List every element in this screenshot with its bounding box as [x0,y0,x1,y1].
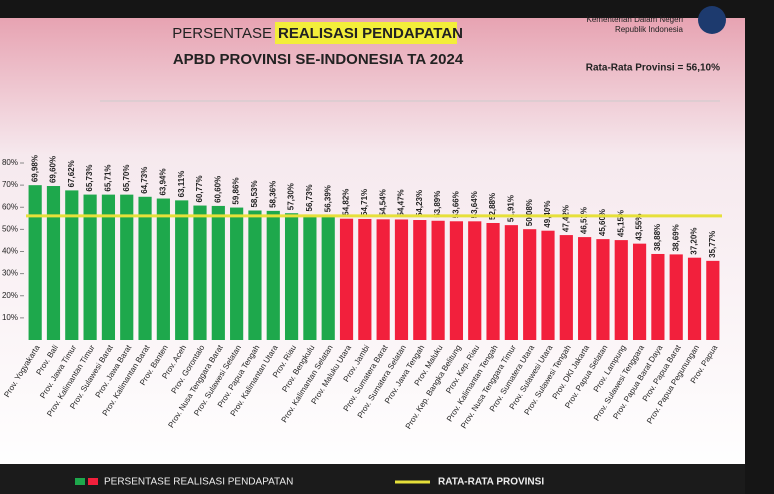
bar [449,221,464,340]
bar [486,223,500,340]
value-label: 67,62% [67,160,76,187]
value-label: 50,08% [525,199,534,226]
value-label: 56,39% [323,185,332,212]
title-highlight-box [275,22,457,44]
value-label: 57,30% [287,183,296,210]
bar [596,239,610,340]
y-tick-label: 30% [2,269,18,278]
bar [28,185,42,340]
chart-title-highlight: REALISASI PENDAPATAN [278,25,463,42]
chart-subtitle: APBD PROVINSI SE-INDONESIA TA 2024 [173,51,464,68]
y-tick-label: 60% [2,202,18,211]
bar [101,194,116,340]
bar [504,225,518,340]
value-label: 38,88% [653,224,662,251]
value-label: 51,91% [506,195,515,222]
bar [230,207,244,340]
value-label: 35,77% [708,231,717,258]
logo [698,6,726,34]
value-label: 46,51% [580,207,589,234]
value-label: 60,77% [195,175,204,202]
bar [632,243,647,340]
bar [266,210,280,340]
bar [394,219,409,340]
legend-band [0,464,745,494]
value-label: 63,11% [177,171,186,198]
value-label: 53,66% [452,191,461,218]
bar [358,218,372,340]
y-tick-label: 10% [2,313,18,322]
value-label: 65,70% [122,164,131,191]
bar [413,220,427,340]
value-label: 43,55% [635,214,644,241]
chart-title: PERSENTASE [172,25,272,42]
value-label: 45,60% [598,209,607,236]
value-label: 65,73% [85,164,94,191]
value-label: 69,60% [49,156,58,183]
bar [211,205,225,340]
bar [431,220,445,340]
bar [120,194,134,340]
legend-swatch [75,478,85,485]
value-label: 53,64% [470,191,479,218]
value-label: 37,20% [690,228,699,255]
bar [65,190,79,340]
value-label: 56,73% [305,184,314,211]
bar [523,229,537,340]
y-tick-label: 20% [2,291,18,300]
legend-label: PERSENTASE REALISASI PENDAPATAN [104,477,293,488]
bar [578,237,592,340]
bar [559,235,573,340]
bar [468,221,482,340]
value-label: 38,69% [671,224,680,251]
value-label: 60,60% [213,176,222,203]
value-label: 54,54% [378,189,387,216]
bar [46,186,61,340]
y-tick-label: 80% [2,158,18,167]
agency-name: Republik Indonesia [615,25,684,34]
value-label: 45,15% [616,210,625,237]
bar [339,218,354,340]
value-label: 54,47% [397,189,406,216]
value-label: 58,36% [268,181,277,208]
value-label: 69,98% [30,155,39,182]
value-label: 47,42% [561,205,570,232]
legend-label: RATA-RATA PROVINSI [438,477,544,488]
value-label: 54,82% [342,189,351,216]
value-label: 58,53% [250,180,259,207]
bar [175,200,189,340]
bar [706,260,720,340]
bar [303,214,317,340]
bar [156,198,170,340]
bar [687,257,702,340]
value-label: 53,89% [433,191,442,218]
bar [248,210,262,340]
value-label: 65,71% [104,164,113,191]
y-tick-label: 50% [2,224,18,233]
bar [669,254,683,340]
bar [321,215,335,340]
bar [614,240,628,340]
average-label: Rata-Rata Provinsi = 56,10% [586,63,720,74]
value-label: 54,23% [415,190,424,217]
bar [83,194,97,340]
bar [193,205,207,340]
value-label: 63,94% [158,168,167,195]
bar [138,196,152,340]
y-tick-label: 70% [2,180,18,189]
y-tick-label: 40% [2,247,18,256]
bar [541,230,555,340]
legend-swatch [88,478,98,485]
value-label: 64,73% [140,167,149,194]
bar [376,219,390,340]
value-label: 54,71% [360,189,369,216]
value-label: 52,88% [488,193,497,220]
bar [651,253,665,340]
value-label: 49,40% [543,201,552,228]
bar [284,213,299,340]
agency-name: Kementerian Dalam Negeri [587,15,684,24]
value-label: 59,86% [232,177,241,204]
